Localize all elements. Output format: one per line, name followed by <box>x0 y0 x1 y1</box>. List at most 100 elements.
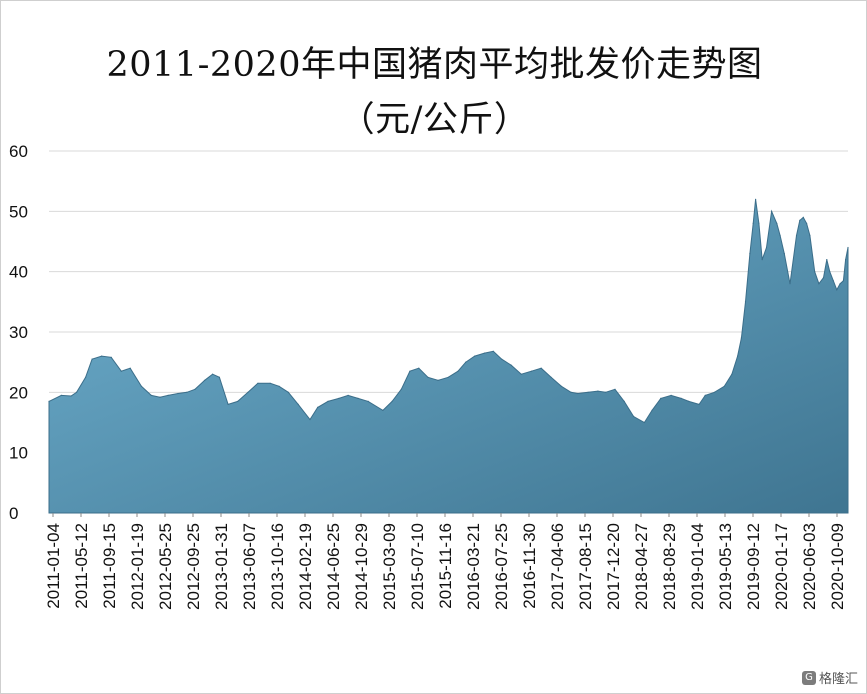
chart-subtitle: （元/公斤） <box>339 100 530 140</box>
data-point <box>382 409 384 411</box>
data-point <box>204 379 206 381</box>
data-point <box>783 253 785 255</box>
data-point <box>577 392 579 395</box>
data-point <box>570 391 572 393</box>
x-tick-label: 2014-10-29 <box>352 523 371 610</box>
data-point <box>698 403 700 405</box>
data-point <box>643 421 646 424</box>
data-point <box>660 397 662 399</box>
data-point <box>779 234 781 237</box>
data-point <box>605 391 607 393</box>
data-point <box>795 234 798 237</box>
data-point <box>357 397 359 399</box>
data-point <box>680 397 682 399</box>
data-point <box>194 388 196 390</box>
x-tick-label: 2015-11-16 <box>436 523 455 609</box>
y-axis: 0 10 20 30 40 50 60 <box>9 142 28 523</box>
data-point <box>247 391 249 393</box>
data-point <box>771 210 773 212</box>
y-tick-label: 10 <box>9 444 28 463</box>
y-tick-label: 0 <box>9 504 18 523</box>
data-point <box>776 222 778 224</box>
chart-title: 2011-2020年中国猪肉平均批发价走势图 <box>106 45 763 85</box>
x-tick-label: 2011-09-15 <box>100 523 119 609</box>
data-point <box>761 259 763 261</box>
data-point <box>309 418 311 421</box>
data-point <box>755 198 757 200</box>
data-point <box>688 400 690 402</box>
x-tick-label: 2013-01-31 <box>212 523 231 610</box>
x-tick-label: 2019-01-04 <box>688 523 707 610</box>
data-point <box>530 370 533 372</box>
data-point <box>765 246 768 249</box>
data-point <box>842 280 845 282</box>
data-point <box>802 216 804 218</box>
data-point <box>400 388 402 390</box>
x-tick-label: 2017-04-06 <box>548 523 567 610</box>
data-point <box>327 400 329 402</box>
watermark: G 格隆汇 <box>801 668 858 687</box>
data-point <box>418 367 420 369</box>
data-point <box>465 361 467 363</box>
data-point <box>287 391 289 393</box>
x-tick-label: 2019-05-13 <box>716 523 735 610</box>
y-tick-label: 40 <box>9 263 28 282</box>
data-point <box>457 370 459 372</box>
x-tick-label: 2020-10-09 <box>828 523 847 610</box>
data-point <box>814 271 816 273</box>
data-point <box>101 355 103 357</box>
data-point <box>789 283 791 285</box>
data-point <box>492 350 494 352</box>
data-point <box>809 234 811 237</box>
data-point <box>367 400 369 402</box>
data-point <box>550 376 552 378</box>
data-point <box>501 358 503 360</box>
data-point <box>347 394 349 396</box>
x-tick-label: 2012-01-19 <box>128 523 147 610</box>
data-point <box>749 253 751 255</box>
data-point <box>140 385 142 387</box>
data-point <box>227 403 229 405</box>
series-area <box>48 198 849 514</box>
x-tick-label: 2013-10-16 <box>268 523 287 610</box>
data-point <box>826 259 828 261</box>
data-point <box>758 222 760 224</box>
data-point <box>670 394 672 396</box>
data-point <box>737 355 739 357</box>
x-tick-label: 2012-05-25 <box>156 523 175 610</box>
x-tick-label: 2017-12-20 <box>604 523 623 610</box>
y-tick-label: 60 <box>9 142 28 161</box>
x-tick-label: 2014-06-25 <box>324 523 343 610</box>
data-point <box>129 367 131 369</box>
data-point <box>437 379 439 381</box>
x-tick-label: 2011-01-04 <box>44 523 63 609</box>
data-point <box>829 271 831 273</box>
data-point <box>847 246 849 249</box>
data-point <box>752 222 754 224</box>
x-tick-label: 2016-11-30 <box>520 523 539 609</box>
x-tick-label: 2020-01-17 <box>772 523 791 610</box>
data-point <box>48 400 50 402</box>
data-point <box>806 222 808 224</box>
data-point <box>212 373 214 375</box>
series-area-path <box>48 199 849 514</box>
x-tick-label: 2019-09-12 <box>744 523 763 610</box>
data-point <box>510 364 512 366</box>
data-point <box>483 352 486 354</box>
data-point <box>836 289 838 291</box>
data-point <box>704 394 706 396</box>
gelonghui-logo-icon: G <box>801 670 816 685</box>
data-point <box>540 367 542 369</box>
data-point <box>731 373 733 375</box>
data-point <box>651 409 653 411</box>
data-point <box>317 406 319 408</box>
data-point <box>338 397 340 399</box>
y-tick-label: 50 <box>9 202 28 221</box>
data-point <box>560 385 563 387</box>
data-point <box>713 391 716 393</box>
data-point <box>744 301 747 303</box>
x-tick-label: 2016-07-25 <box>492 523 511 610</box>
data-point <box>818 283 820 285</box>
x-tick-label: 2017-08-15 <box>576 523 595 610</box>
x-tick-label: 2013-06-07 <box>240 523 259 610</box>
